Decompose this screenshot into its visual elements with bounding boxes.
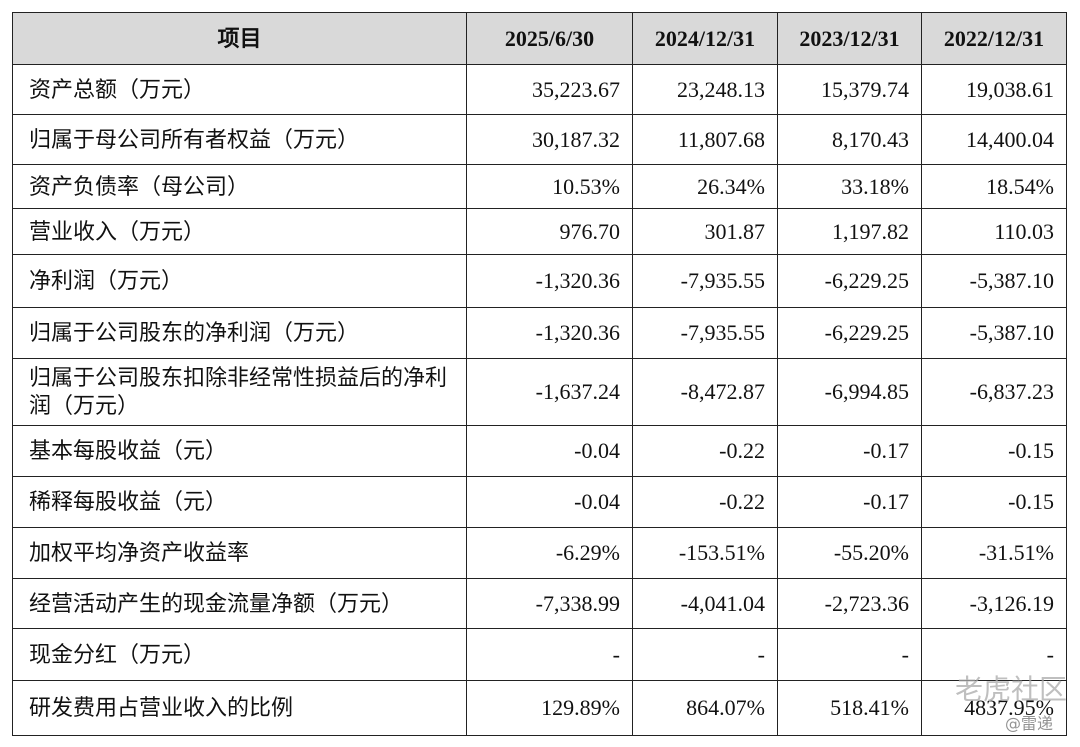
value-cell: -1,320.36 [466,254,633,308]
value-cell: -6,229.25 [777,254,922,308]
row-label: 归属于母公司所有者权益（万元） [12,114,467,165]
value-cell: - [921,628,1067,681]
financial-table: 项目 2025/6/30 2024/12/31 2023/12/31 2022/12/3… [12,12,1067,736]
value-cell: -7,935.55 [632,307,778,359]
header-cell: 2023/12/31 [777,12,922,65]
value-cell: 23,248.13 [632,64,778,115]
value-cell: -0.17 [777,476,922,528]
row-label: 归属于公司股东的净利润（万元） [12,307,467,359]
value-cell: 976.70 [466,208,633,255]
value-cell: -5,387.10 [921,307,1067,359]
header-cell: 2024/12/31 [632,12,778,65]
value-cell: -1,637.24 [466,358,633,426]
watermark-handle: @雷递 [1005,714,1054,733]
row-label: 营业收入（万元） [12,208,467,255]
table-row: 归属于公司股东扣除非经常性损益后的净利润（万元） -1,637.24 -8,472.… [12,358,1067,426]
value-cell: -8,472.87 [632,358,778,426]
value-cell: 19,038.61 [921,64,1067,115]
row-label: 稀释每股收益（元） [12,476,467,528]
row-label: 经营活动产生的现金流量净额（万元） [12,578,467,629]
value-cell: 8,170.43 [777,114,922,165]
value-cell: 15,379.74 [777,64,922,115]
value-cell: -5,387.10 [921,254,1067,308]
value-cell: 11,807.68 [632,114,778,165]
table-row: 研发费用占营业收入的比例 129.89% 864.07% 518.41% 4837.95… [12,680,1067,736]
value-cell: 33.18% [777,164,922,209]
table-row: 资产总额（万元） 35,223.67 23,248.13 15,379.74 19,03… [12,64,1067,115]
value-cell: -6,837.23 [921,358,1067,426]
value-cell: -2,723.36 [777,578,922,629]
row-label: 研发费用占营业收入的比例 [12,680,467,736]
row-label: 净利润（万元） [12,254,467,308]
value-cell: 4837.95% [921,680,1067,736]
value-cell: -0.17 [777,425,922,477]
value-cell: 129.89% [466,680,633,736]
value-cell: - [777,628,922,681]
header-row: 项目 2025/6/30 2024/12/31 2023/12/31 2022/12/3… [12,12,1067,65]
table-row: 稀释每股收益（元） -0.04 -0.22 -0.17 -0.15 [12,476,1067,528]
value-cell: -55.20% [777,527,922,579]
row-label: 资产负债率（母公司） [12,164,467,209]
row-label: 现金分红（万元） [12,628,467,681]
value-cell: -31.51% [921,527,1067,579]
value-cell: 110.03 [921,208,1067,255]
value-cell: 18.54% [921,164,1067,209]
value-cell: -0.22 [632,476,778,528]
value-cell: 301.87 [632,208,778,255]
value-cell: - [632,628,778,681]
value-cell: -1,320.36 [466,307,633,359]
row-label: 加权平均净资产收益率 [12,527,467,579]
header-cell: 2022/12/31 [921,12,1067,65]
value-cell: -3,126.19 [921,578,1067,629]
value-cell: -0.04 [466,425,633,477]
row-label: 归属于公司股东扣除非经常性损益后的净利润（万元） [12,358,467,426]
table-row: 基本每股收益（元） -0.04 -0.22 -0.17 -0.15 [12,425,1067,477]
header-cell: 2025/6/30 [466,12,633,65]
value-cell: 864.07% [632,680,778,736]
watermark-brand: 老虎社区 [955,673,1068,706]
value-cell: -7,935.55 [632,254,778,308]
value-cell: -4,041.04 [632,578,778,629]
row-label: 基本每股收益（元） [12,425,467,477]
value-cell: -6.29% [466,527,633,579]
value-cell: 10.53% [466,164,633,209]
value-cell: 518.41% [777,680,922,736]
table-row: 资产负债率（母公司） 10.53% 26.34% 33.18% 18.54% [12,164,1067,209]
table-row: 营业收入（万元） 976.70 301.87 1,197.82 110.03 [12,208,1067,255]
table-row: 加权平均净资产收益率 -6.29% -153.51% -55.20% -31.51% [12,527,1067,579]
row-label: 资产总额（万元） [12,64,467,115]
table-row: 归属于母公司所有者权益（万元） 30,187.32 11,807.68 8,170.4… [12,114,1067,165]
value-cell: 26.34% [632,164,778,209]
table-row: 净利润（万元） -1,320.36 -7,935.55 -6,229.25 -5,387… [12,254,1067,308]
value-cell: 1,197.82 [777,208,922,255]
value-cell: -0.04 [466,476,633,528]
table-row: 经营活动产生的现金流量净额（万元） -7,338.99 -4,041.04 -2,72… [12,578,1067,629]
header-cell: 项目 [12,12,467,65]
value-cell: 30,187.32 [466,114,633,165]
table-row: 归属于公司股东的净利润（万元） -1,320.36 -7,935.55 -6,229.… [12,307,1067,359]
value-cell: - [466,628,633,681]
value-cell: -7,338.99 [466,578,633,629]
value-cell: 14,400.04 [921,114,1067,165]
value-cell: -0.15 [921,425,1067,477]
table-row: 现金分红（万元） - - - - [12,628,1067,681]
value-cell: -6,229.25 [777,307,922,359]
value-cell: -0.22 [632,425,778,477]
value-cell: -153.51% [632,527,778,579]
value-cell: -0.15 [921,476,1067,528]
value-cell: 35,223.67 [466,64,633,115]
value-cell: -6,994.85 [777,358,922,426]
